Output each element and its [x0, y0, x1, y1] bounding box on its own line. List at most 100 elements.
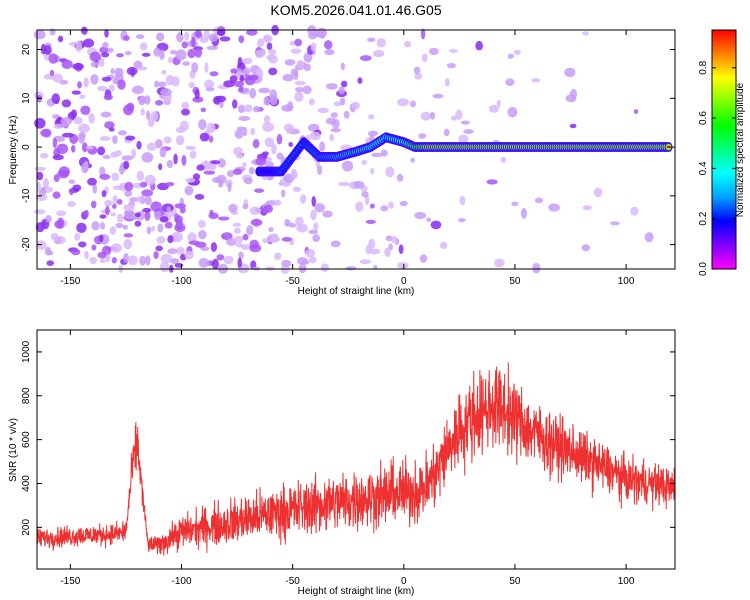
- spectrogram-blob: [250, 127, 256, 136]
- spectrogram-blob: [486, 179, 498, 185]
- spectrogram-blob: [249, 206, 262, 215]
- spectrogram-blob: [102, 41, 109, 49]
- spectrogram-blob: [311, 195, 317, 207]
- spectrogram-blob: [132, 182, 143, 189]
- spectrogram-blob: [387, 201, 394, 209]
- spectrogram-blob: [493, 258, 505, 268]
- spectrogram-blob: [264, 137, 275, 148]
- spectrogram-blob: [33, 29, 46, 40]
- y-tick-label: 200: [21, 519, 32, 536]
- spectrogram-blob: [253, 188, 265, 193]
- spectrogram-blob: [199, 132, 210, 142]
- spectrogram-blob: [505, 78, 515, 86]
- spectrogram-blob: [238, 35, 245, 44]
- spectrogram-blob: [286, 126, 291, 135]
- spectrogram-blob: [232, 222, 242, 227]
- spectrogram-blob: [49, 28, 56, 36]
- spectrogram-blob: [248, 74, 259, 81]
- spectrogram-blob: [36, 181, 42, 192]
- spectrogram-blob: [142, 207, 152, 213]
- spectrogram-blob: [309, 131, 321, 141]
- spectrogram-blob: [223, 80, 235, 88]
- spectrogram-blob: [289, 40, 296, 46]
- spectrogram-blob: [246, 29, 258, 36]
- spectrogram-blob: [268, 67, 278, 76]
- spectrogram-frame: [36, 29, 676, 270]
- spectrogram-blob: [54, 236, 66, 245]
- spectrogram-blob: [81, 142, 88, 153]
- spectrogram-blob: [330, 240, 341, 248]
- spectrogram-blob: [426, 217, 432, 223]
- spectrogram-blob: [340, 62, 345, 71]
- spectrogram-blob: [90, 61, 99, 68]
- spectrogram-blob: [198, 258, 210, 268]
- spectrogram-blob: [154, 80, 160, 88]
- spectrogram-blob: [368, 114, 375, 120]
- spectrogram-blob: [228, 203, 238, 213]
- spectrogram-blob: [157, 81, 167, 88]
- spectrogram-blob: [160, 88, 172, 97]
- spectrogram-blob: [117, 130, 127, 136]
- spectrogram-blob: [248, 167, 255, 175]
- spectrogram-blob: [102, 154, 111, 159]
- spectrogram-blob: [355, 201, 364, 212]
- spectrogram-blob: [155, 245, 163, 252]
- spectrogram-blob: [582, 205, 593, 211]
- spectrogram-blob: [123, 160, 130, 170]
- spectrogram-blob: [125, 135, 136, 141]
- colorbar-ticks: 0.0 0.2 0.4 0.6 0.8: [698, 60, 736, 276]
- spectrogram-blob: [159, 216, 169, 223]
- spectrogram-blob: [234, 129, 244, 139]
- spectrogram-blob: [57, 35, 64, 43]
- spectrogram-blob: [204, 62, 209, 73]
- spectrogram-blob: [376, 37, 387, 48]
- spectrogram-blob: [432, 93, 444, 99]
- spectrogram-blob: [302, 85, 312, 95]
- spectrogram-blob: [343, 110, 350, 119]
- spectrogram-blob: [233, 227, 241, 234]
- spectrogram-blob: [168, 56, 173, 64]
- spectrogram-blob: [281, 236, 292, 242]
- spectrogram-blob: [593, 187, 603, 198]
- spectrogram-blob: [153, 47, 161, 57]
- spectrogram-blob: [98, 57, 105, 67]
- spectrogram-blob: [276, 134, 283, 145]
- colorbar-frame: [711, 29, 737, 270]
- spectrogram-blob: [223, 255, 234, 265]
- spectrogram-blob: [192, 96, 204, 103]
- spectrogram-blob: [179, 206, 186, 214]
- spectrogram-blob: [496, 99, 501, 108]
- spectrogram-blob: [78, 123, 90, 134]
- spectrogram-blob: [159, 49, 165, 61]
- spectrogram-blob: [232, 99, 238, 109]
- spectrogram-blob: [184, 250, 194, 260]
- spectrogram-blob: [169, 49, 178, 55]
- spectrogram-blob: [78, 133, 85, 144]
- spectrogram-blob: [155, 32, 165, 42]
- spectrogram-blob: [216, 95, 227, 103]
- spectrogram-blob: [507, 106, 518, 118]
- spectrogram-blob: [246, 225, 254, 236]
- spectrogram-blob: [61, 99, 72, 108]
- spectrogram-blob: [290, 168, 297, 179]
- spectrogram-blob: [188, 81, 196, 89]
- spectrogram-blob: [182, 61, 191, 66]
- snr-panel: -150 -100 -50 0 50 100 200 400 600 800 1000 Heigh…: [8, 329, 676, 597]
- spectrogram-blob: [257, 38, 265, 48]
- snr-x-ticks: -150 -100 -50 0 50 100: [60, 330, 635, 587]
- spectrogram-blob: [451, 115, 457, 121]
- spectrogram-blob: [121, 155, 134, 161]
- spectrogram-blob: [308, 256, 317, 264]
- spectrogram-blob: [185, 177, 196, 183]
- spectrogram-blob: [227, 182, 232, 193]
- spectrogram-blob: [158, 163, 163, 171]
- spectrogram-blob: [340, 80, 348, 88]
- spectrogram-blob: [191, 62, 199, 73]
- spectrogram-blob: [197, 230, 207, 240]
- spectrogram-blob: [83, 77, 89, 88]
- spectrogram-blob: [114, 150, 122, 157]
- spectrogram-blob: [61, 59, 73, 70]
- spectrogram-blob: [150, 225, 155, 232]
- spectrogram-blob: [101, 190, 107, 198]
